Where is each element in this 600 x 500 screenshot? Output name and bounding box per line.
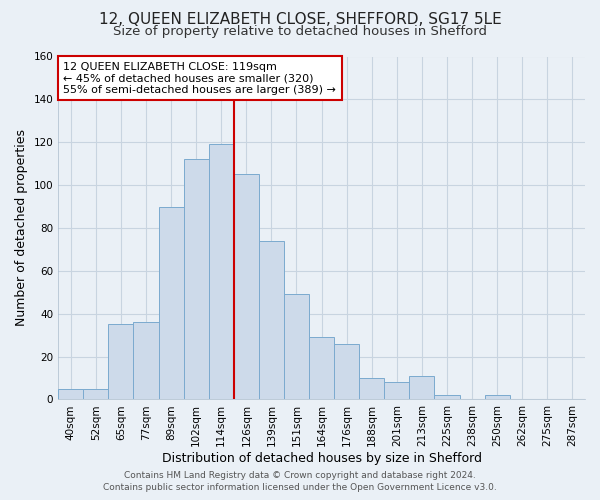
Bar (309, 338, 334, 400)
Bar (133, 322, 158, 400)
Bar (109, 324, 133, 400)
Bar (434, 395, 460, 400)
Bar (234, 174, 259, 400)
Text: 12, QUEEN ELIZABETH CLOSE, SHEFFORD, SG17 5LE: 12, QUEEN ELIZABETH CLOSE, SHEFFORD, SG1… (98, 12, 502, 28)
Bar (485, 395, 510, 400)
Bar (334, 344, 359, 400)
X-axis label: Distribution of detached houses by size in Shefford: Distribution of detached houses by size … (161, 452, 482, 465)
Text: Size of property relative to detached houses in Shefford: Size of property relative to detached ho… (113, 25, 487, 38)
Bar (359, 378, 385, 400)
Bar (58, 388, 83, 400)
Bar (184, 160, 209, 400)
Bar (409, 376, 434, 400)
Bar (284, 294, 309, 400)
Y-axis label: Number of detached properties: Number of detached properties (15, 130, 28, 326)
Text: Contains HM Land Registry data © Crown copyright and database right 2024.
Contai: Contains HM Land Registry data © Crown c… (103, 471, 497, 492)
Bar (385, 382, 409, 400)
Bar (259, 241, 284, 400)
Bar (158, 206, 184, 400)
Bar (209, 144, 234, 400)
Bar (83, 388, 109, 400)
Text: 12 QUEEN ELIZABETH CLOSE: 119sqm
← 45% of detached houses are smaller (320)
55% : 12 QUEEN ELIZABETH CLOSE: 119sqm ← 45% o… (64, 62, 337, 95)
